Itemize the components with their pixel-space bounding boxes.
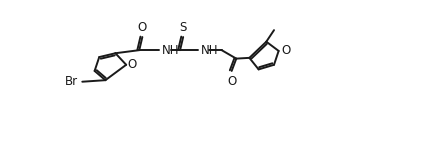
Text: Br: Br xyxy=(65,75,78,88)
Text: O: O xyxy=(227,75,236,88)
Text: O: O xyxy=(138,21,147,34)
Text: O: O xyxy=(281,44,290,57)
Text: NH: NH xyxy=(162,44,180,57)
Text: NH: NH xyxy=(201,44,218,57)
Text: O: O xyxy=(127,58,136,71)
Text: S: S xyxy=(179,21,187,34)
